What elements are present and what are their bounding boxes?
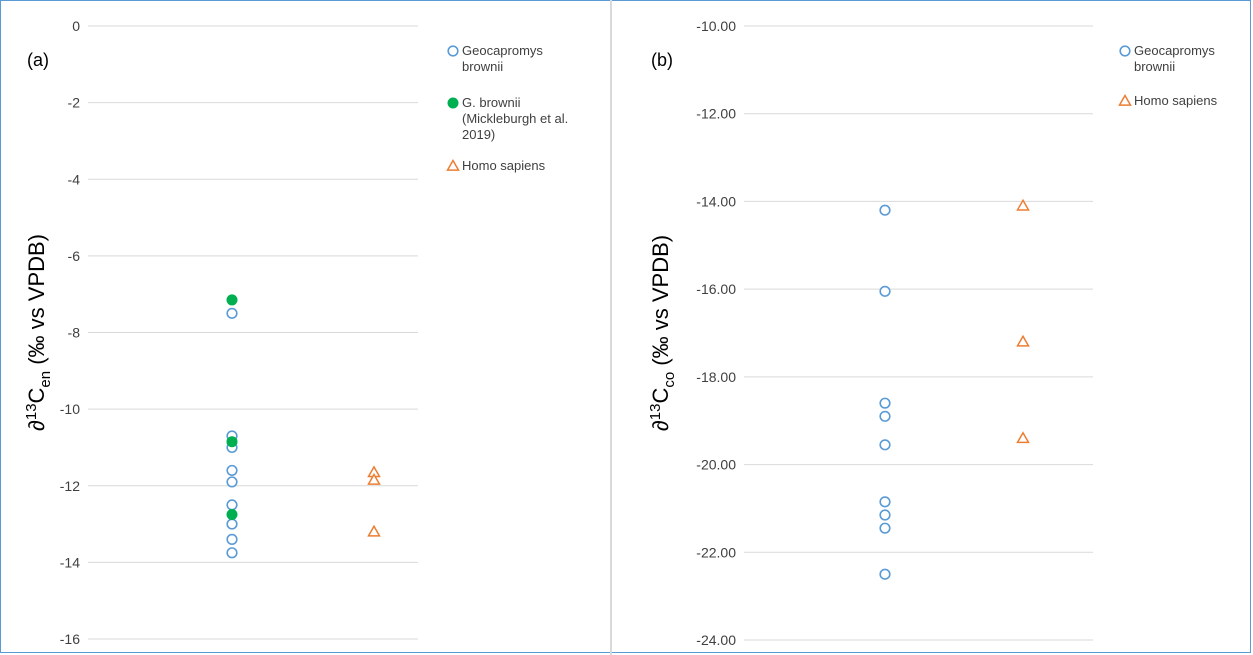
y-tick-label: -2 [68,95,81,111]
legend-label: Homo sapiens [1134,93,1218,108]
panel-divider [610,0,612,655]
legend-label: brownii [1134,59,1175,74]
data-point [879,496,891,508]
data-point [226,464,238,477]
data-point [879,522,891,534]
y-tick-label: -10 [60,401,80,417]
panel-label: (a) [27,50,49,70]
y-tick-label: -18.00 [696,369,736,385]
legend-marker [1118,93,1132,106]
data-point [226,547,238,559]
legend-label: Homo sapiens [462,158,546,173]
data-point [1016,334,1030,347]
data-point [226,307,238,319]
y-tick-label: -8 [68,325,81,341]
series-geocapromys-brownii [879,204,891,580]
data-point [226,508,238,520]
y-tick-label: -6 [68,248,81,264]
y-tick-label: -14 [60,554,80,570]
data-point [879,568,891,580]
series-g-brownii-mickleburgh-et-al-2019- [226,294,238,520]
y-tick-label: -14.00 [696,193,736,209]
y-axis-label: ∂13Cco (‰ vs VPDB) [647,235,678,431]
data-point [879,397,891,409]
data-point [367,524,381,537]
legend-label: brownii [462,59,503,74]
y-tick-label: -16.00 [696,281,736,297]
series-homo-sapiens [1016,198,1030,444]
data-point [879,410,891,422]
data-point [879,204,891,216]
series-homo-sapiens [367,465,381,537]
y-tick-label: -22.00 [696,544,736,560]
y-tick-label: 0 [72,18,80,34]
legend-label: (Mickleburgh et al. [462,111,568,126]
legend-marker [446,158,460,171]
legend-label: Geocapromys [1134,43,1215,58]
data-point [226,533,238,545]
y-tick-label: -24.00 [696,632,736,648]
legend-marker [1119,45,1131,57]
y-tick-label: -16 [60,631,80,647]
legend-marker [447,97,459,109]
series-geocapromys-brownii [226,307,238,559]
data-point [367,472,381,485]
data-point [1016,431,1030,444]
legend-label: G. brownii [462,95,521,110]
y-tick-label: -10.00 [696,18,736,34]
data-point [226,436,238,448]
data-point [226,476,238,488]
y-tick-label: -4 [68,171,81,187]
chart-panel-b: -10.00 -12.00 -14.00 -16.00 -18.00 -20.00 -22.… [647,18,1218,648]
y-tick-label: -12 [60,478,80,494]
data-point [226,294,238,306]
legend-label: 2019) [462,127,495,142]
data-point [226,499,238,511]
data-point [226,518,238,530]
data-point [879,285,891,297]
y-axis-label: ∂13Cen (‰ vs VPDB) [23,234,54,431]
data-point [879,509,891,521]
panel-label: (b) [651,50,673,70]
data-point [1016,198,1030,211]
legend-label: Geocapromys [462,43,543,58]
y-tick-label: -12.00 [696,106,736,122]
y-tick-label: -20.00 [696,457,736,473]
data-point [879,439,891,451]
chart-panel-a: 0 -2 -4 -6 -8 -10 -12 -14 -16 (a) ∂13Cen (‰ vs VPD… [23,18,568,647]
legend-marker [447,45,459,57]
